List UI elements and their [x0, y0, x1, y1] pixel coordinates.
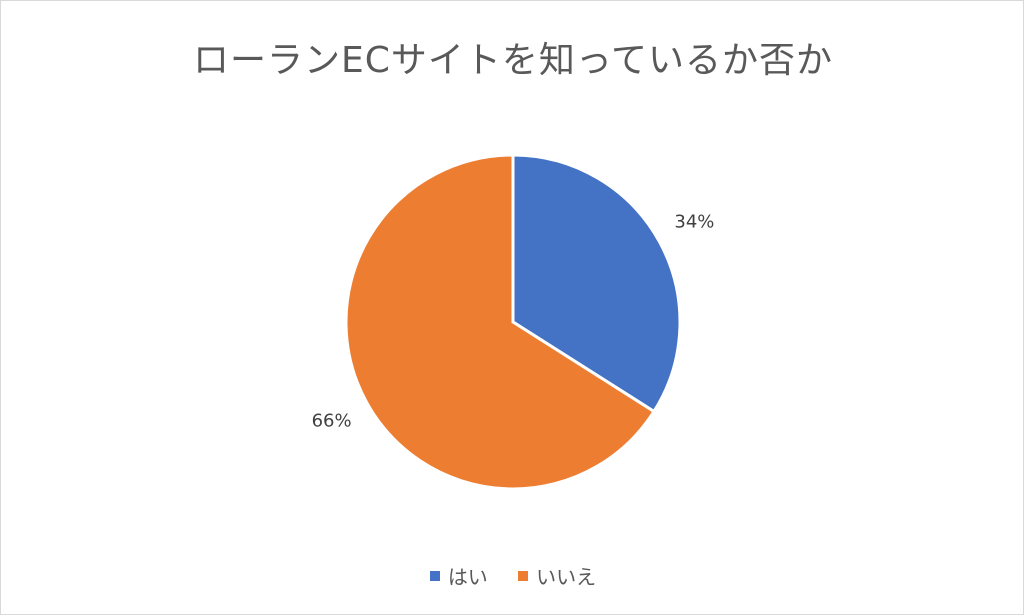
chart-title: ローランECサイトを知っているか否か	[192, 40, 834, 81]
legend-swatch-yes	[429, 570, 440, 581]
legend: はい いいえ	[1, 561, 1024, 590]
legend-label-yes: はい	[447, 565, 488, 589]
legend-label-no: いいえ	[536, 565, 597, 589]
legend-item-yes: はい	[429, 561, 488, 590]
legend-item-no: いいえ	[518, 561, 596, 590]
pie-slice-no	[344, 153, 657, 491]
data-label-no: 66%	[312, 411, 352, 432]
data-label-yes: 34%	[674, 211, 714, 232]
legend-swatch-no	[518, 570, 529, 581]
